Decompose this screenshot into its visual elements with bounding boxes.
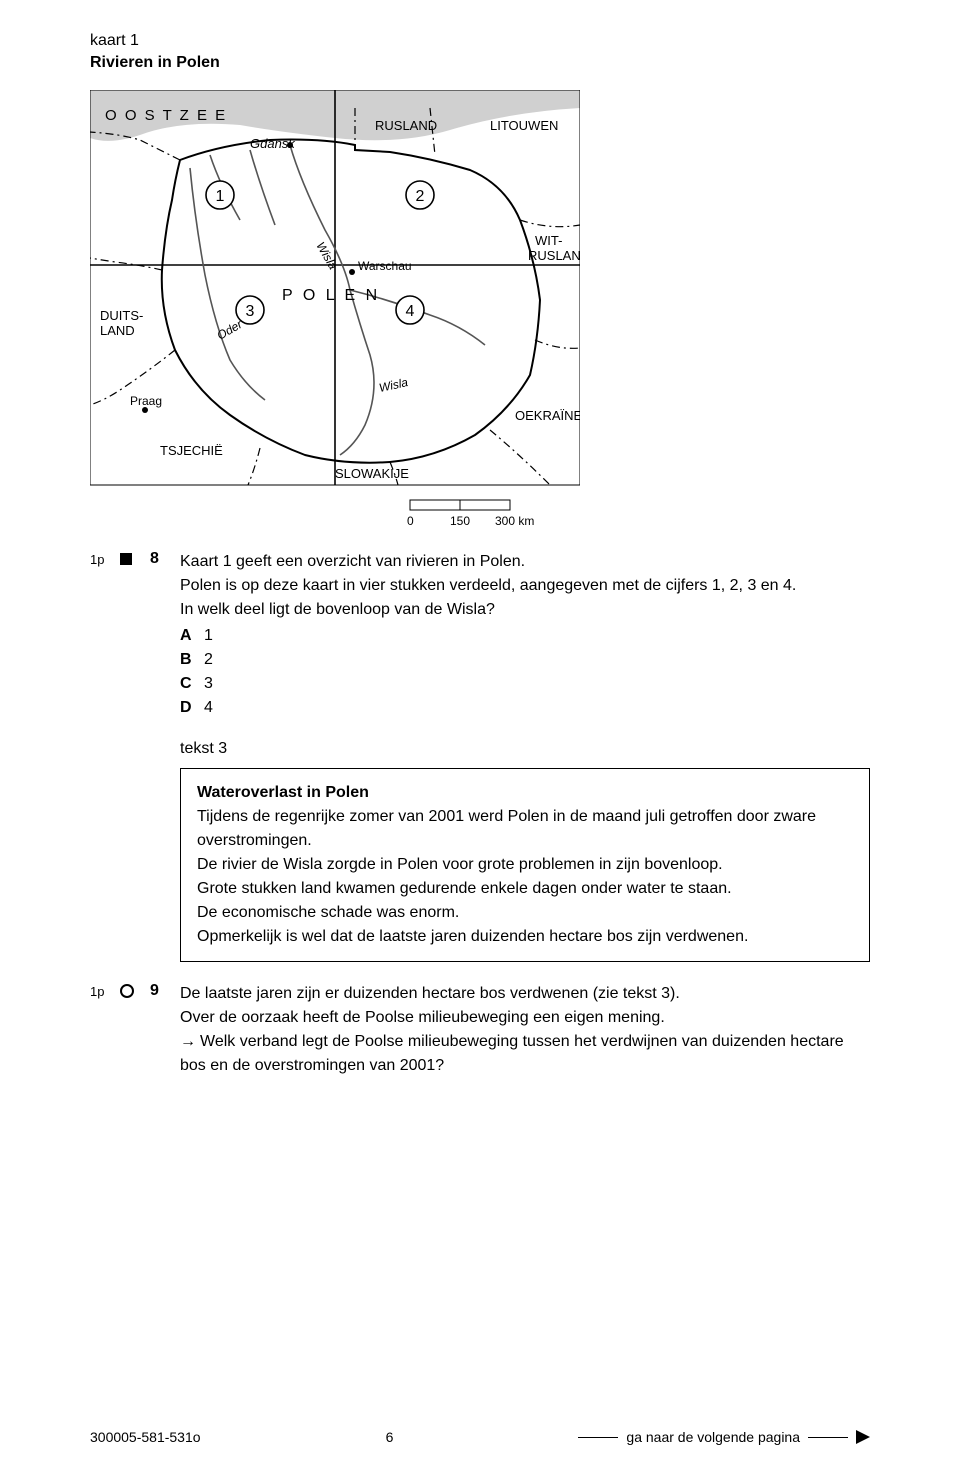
footer-line-icon (578, 1437, 618, 1438)
svg-text:WIT-: WIT- (535, 233, 562, 248)
svg-text:3: 3 (246, 303, 255, 320)
svg-text:SLOWAKIJE: SLOWAKIJE (335, 466, 409, 481)
tekst3-title: Wateroverlast in Polen (197, 781, 853, 805)
points-label: 1p (90, 982, 120, 999)
q9-line1: De laatste jaren zijn er duizenden hecta… (180, 982, 870, 1006)
circle-icon (120, 984, 134, 998)
svg-text:Gdansk: Gdansk (250, 136, 296, 151)
footer-left: 300005-581-531o (90, 1429, 201, 1445)
svg-text:LITOUWEN: LITOUWEN (490, 118, 558, 133)
svg-text:Warschau: Warschau (358, 259, 412, 273)
kaart-title: Rivieren in Polen (90, 52, 870, 74)
q8-line1: Kaart 1 geeft een overzicht van rivieren… (180, 550, 870, 574)
svg-text:OEKRAÏNE: OEKRAÏNE (515, 408, 580, 423)
svg-text:TSJECHIË: TSJECHIË (160, 443, 223, 458)
tekst3-body-0: Tijdens de regenrijke zomer van 2001 wer… (197, 805, 853, 853)
svg-text:Praag: Praag (130, 394, 162, 408)
footer-right-text: ga naar de volgende pagina (626, 1429, 800, 1445)
tekst3-label: tekst 3 (180, 740, 870, 758)
svg-text:1: 1 (216, 188, 225, 205)
q8-options: A1 B2 C3 D4 (180, 624, 870, 720)
q9-line2: Over de oorzaak heeft de Poolse milieube… (180, 1006, 870, 1030)
square-icon (120, 553, 132, 565)
closed-marker (120, 550, 150, 570)
footer-center: 6 (386, 1429, 394, 1445)
svg-text:2: 2 (416, 188, 425, 205)
tekst3-body-1: De rivier de Wisla zorgde in Polen voor … (197, 853, 853, 877)
question-8: 1p 8 Kaart 1 geeft een overzicht van riv… (90, 550, 870, 720)
footer-line-icon (808, 1437, 848, 1438)
svg-text:LAND: LAND (100, 323, 135, 338)
svg-text:150: 150 (450, 514, 470, 528)
footer-right: ga naar de volgende pagina (578, 1429, 870, 1445)
points-label: 1p (90, 550, 120, 567)
arrow-icon: → (180, 1030, 200, 1054)
map-svg: 1 2 3 4 O O S T Z E E RUSLAND LITOUWEN W… (90, 90, 580, 530)
question-number: 8 (150, 550, 180, 568)
question-number: 9 (150, 982, 180, 1000)
svg-text:RUSLAND: RUSLAND (375, 118, 437, 133)
svg-text:300 km: 300 km (495, 514, 534, 528)
svg-text:P O L E N: P O L E N (282, 287, 380, 304)
q8-line3: In welk deel ligt de bovenloop van de Wi… (180, 598, 870, 622)
map-header: kaart 1 Rivieren in Polen (90, 30, 870, 75)
q9-line3: →Welk verband legt de Poolse milieubeweg… (180, 1030, 870, 1078)
question-body: Kaart 1 geeft een overzicht van rivieren… (180, 550, 870, 720)
scale-bar: 0 150 300 km (407, 500, 534, 528)
svg-text:DUITS-: DUITS- (100, 308, 143, 323)
open-marker (120, 982, 150, 1003)
tekst3-body-2: Grote stukken land kwamen gedurende enke… (197, 877, 853, 901)
svg-text:0: 0 (407, 514, 414, 528)
svg-text:O O S T Z E E: O O S T Z E E (105, 107, 227, 124)
tekst3-body-4: Opmerkelijk is wel dat de laatste jaren … (197, 925, 853, 949)
triangle-icon (856, 1430, 870, 1444)
question-9: 1p 9 De laatste jaren zijn er duizenden … (90, 982, 870, 1078)
svg-text:4: 4 (406, 303, 415, 320)
map-rivers-poland: 1 2 3 4 O O S T Z E E RUSLAND LITOUWEN W… (90, 90, 580, 530)
question-body: De laatste jaren zijn er duizenden hecta… (180, 982, 870, 1078)
q8-line2: Polen is op deze kaart in vier stukken v… (180, 574, 870, 598)
tekst3-box: Wateroverlast in Polen Tijdens de regenr… (180, 768, 870, 962)
svg-text:RUSLAND: RUSLAND (528, 248, 580, 263)
page-footer: 300005-581-531o 6 ga naar de volgende pa… (90, 1429, 870, 1445)
kaart-label: kaart 1 (90, 30, 870, 52)
tekst3-body-3: De economische schade was enorm. (197, 901, 853, 925)
